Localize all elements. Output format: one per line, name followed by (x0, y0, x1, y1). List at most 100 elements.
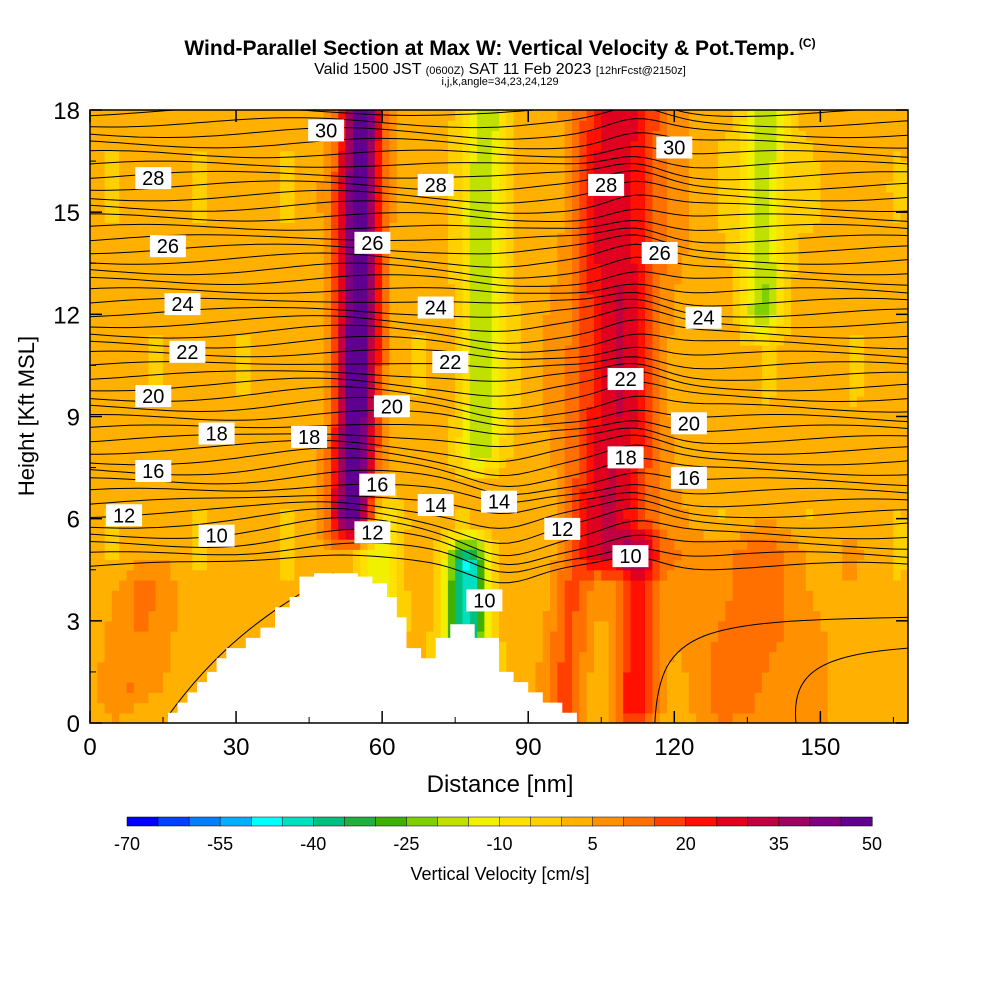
w-cell (535, 324, 544, 336)
w-cell (440, 396, 449, 407)
w-cell (659, 283, 668, 295)
w-cell (615, 324, 624, 336)
w-cell (513, 508, 522, 520)
w-cell (579, 273, 588, 285)
w-cell (243, 212, 252, 223)
w-cell (360, 416, 369, 428)
w-cell (433, 191, 442, 203)
w-cell (528, 447, 537, 458)
w-cell (637, 283, 646, 295)
w-cell (345, 201, 354, 213)
w-cell (630, 498, 639, 509)
w-cell (192, 212, 201, 223)
w-cell (360, 334, 369, 346)
w-cell (206, 580, 215, 591)
w-cell (258, 191, 266, 203)
w-cell (484, 120, 493, 131)
w-cell (374, 365, 383, 377)
w-cell (462, 314, 471, 326)
w-cell (148, 212, 157, 223)
w-cell (418, 620, 427, 632)
w-cell (557, 488, 566, 499)
w-cell (199, 661, 208, 673)
w-cell (111, 283, 120, 295)
w-cell (564, 212, 573, 223)
w-cell (564, 600, 573, 612)
w-cell (236, 641, 244, 653)
w-cell (528, 488, 537, 499)
w-cell (623, 539, 632, 550)
w-cell (659, 120, 668, 131)
w-cell (331, 161, 339, 172)
w-cell (155, 447, 164, 458)
w-cell (309, 181, 317, 193)
w-cell (97, 477, 106, 489)
w-cell (572, 365, 580, 377)
w-cell (535, 161, 544, 172)
w-cell (199, 222, 208, 234)
w-cell (652, 539, 661, 550)
w-cell (586, 457, 595, 469)
w-cell (279, 222, 288, 234)
w-cell (688, 651, 697, 663)
w-cell (645, 232, 653, 244)
w-cell (630, 610, 639, 622)
w-cell (637, 671, 646, 683)
w-cell (542, 488, 551, 499)
w-cell (608, 212, 617, 223)
w-cell (104, 539, 113, 550)
w-cell (630, 651, 639, 663)
w-cell (426, 600, 434, 612)
w-cell (221, 120, 230, 131)
w-cell (688, 161, 697, 172)
w-cell (499, 181, 507, 193)
w-cell (97, 702, 106, 714)
w-cell (681, 130, 690, 142)
w-cell (90, 283, 98, 295)
w-cell (236, 631, 244, 642)
w-cell (155, 416, 164, 428)
w-cell (119, 345, 128, 356)
w-cell (528, 682, 537, 693)
w-cell (455, 263, 464, 274)
w-cell (279, 467, 288, 479)
w-cell (367, 293, 376, 305)
w-cell (214, 559, 223, 571)
w-cell (528, 620, 537, 632)
w-cell (688, 365, 697, 377)
w-cell (630, 283, 639, 295)
w-cell (637, 191, 646, 203)
w-cell (652, 161, 661, 172)
w-cell (550, 110, 558, 121)
w-cell (513, 161, 522, 172)
w-cell (593, 610, 602, 622)
w-cell (433, 590, 442, 601)
w-cell (615, 641, 624, 653)
w-cell (535, 345, 544, 356)
w-cell (111, 539, 120, 550)
w-cell (243, 539, 252, 550)
w-cell (688, 273, 697, 285)
w-cell (608, 385, 617, 397)
w-cell (192, 181, 201, 193)
w-cell (550, 559, 558, 571)
w-cell (119, 477, 128, 489)
w-cell (301, 416, 310, 428)
w-cell (258, 355, 266, 366)
w-cell (593, 253, 602, 264)
w-cell (404, 508, 412, 520)
w-cell (513, 314, 522, 326)
w-cell (177, 191, 186, 203)
w-cell (104, 528, 113, 540)
w-cell (426, 120, 434, 131)
w-cell (520, 447, 529, 458)
w-cell (601, 528, 610, 540)
w-cell (163, 712, 171, 723)
w-cell (250, 171, 259, 183)
w-cell (520, 610, 529, 622)
w-cell (623, 314, 632, 326)
w-cell (97, 232, 106, 244)
w-cell (90, 375, 98, 387)
w-cell (382, 365, 390, 377)
w-cell (528, 304, 537, 315)
